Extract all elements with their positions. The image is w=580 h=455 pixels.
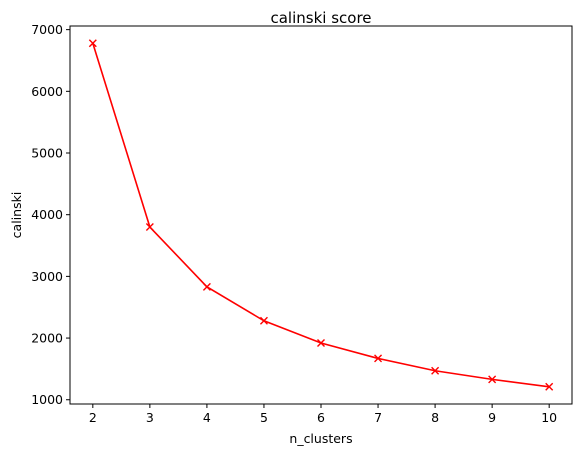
- data-point-marker: [202, 282, 211, 291]
- series-line: [92, 42, 550, 388]
- x-tick-label: 3: [146, 410, 154, 425]
- x-tick-label: 10: [541, 410, 557, 425]
- x-tick-label: 5: [260, 410, 268, 425]
- series-layer: [88, 39, 554, 391]
- y-tick-label: 3000: [31, 269, 63, 284]
- data-point-marker: [545, 382, 554, 391]
- data-point-marker: [488, 375, 497, 384]
- y-tick-label: 1000: [31, 392, 63, 407]
- x-tick-label: 2: [89, 410, 97, 425]
- data-point-marker: [317, 338, 325, 347]
- y-axis: 1000 2000 3000 4000 5000 6000 7000: [31, 22, 70, 407]
- data-point-marker: [259, 316, 268, 325]
- x-tick-label: 6: [317, 410, 325, 425]
- x-axis-title: n_clusters: [289, 431, 352, 446]
- y-tick-label: 2000: [31, 331, 63, 346]
- y-tick-label: 4000: [31, 207, 63, 222]
- x-tick-label: 9: [488, 410, 496, 425]
- x-tick-label: 8: [431, 410, 439, 425]
- chart-title: calinski score: [270, 9, 371, 27]
- y-tick-label: 5000: [31, 146, 63, 161]
- data-point-marker: [145, 223, 154, 232]
- y-axis-title: calinski: [9, 192, 24, 239]
- y-tick-label: 7000: [31, 22, 63, 37]
- y-tick-label: 6000: [31, 84, 63, 99]
- x-axis: 2 3 4 5 6 7 8 9 10: [89, 404, 557, 425]
- data-point-marker: [431, 366, 440, 375]
- data-point-marker: [374, 354, 383, 363]
- x-tick-label: 4: [203, 410, 211, 425]
- data-point-marker: [88, 39, 97, 48]
- x-tick-label: 7: [374, 410, 382, 425]
